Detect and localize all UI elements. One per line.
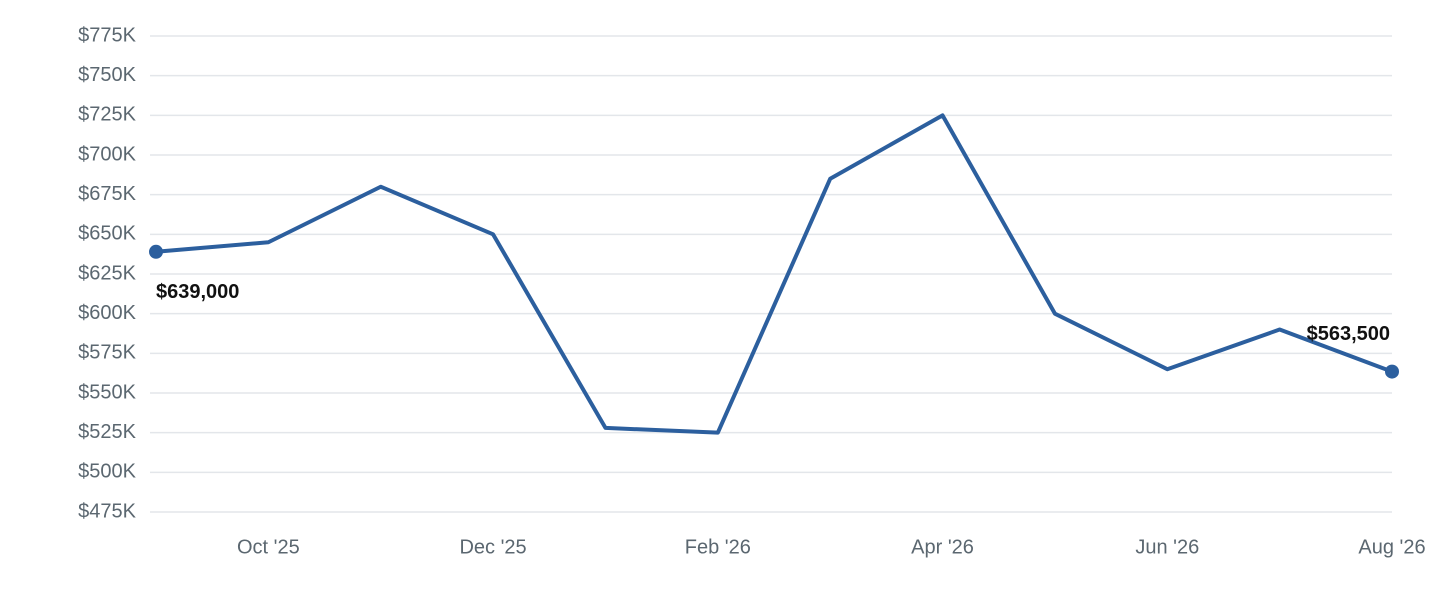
data-line xyxy=(155,113,1393,435)
y-tick-label: $525K xyxy=(78,421,136,443)
y-tick-label: $725K xyxy=(78,104,136,126)
x-tick-label: Jun '26 xyxy=(1135,536,1199,558)
x-tick-label: Apr '26 xyxy=(911,536,974,558)
value-label: $563,500 xyxy=(1307,323,1390,345)
value-label: $639,000 xyxy=(156,281,239,303)
x-tick-label: Aug '26 xyxy=(1358,536,1425,558)
y-tick-label: $750K xyxy=(78,64,136,86)
x-tick-label: Oct '25 xyxy=(237,536,300,558)
x-tick-label: Feb '26 xyxy=(685,536,751,558)
end-point xyxy=(149,244,163,259)
y-tick-label: $575K xyxy=(78,342,136,364)
y-tick-label: $650K xyxy=(78,223,136,245)
y-tick-label: $675K xyxy=(78,183,136,205)
y-tick-label: $550K xyxy=(78,381,136,403)
y-tick-label: $500K xyxy=(78,461,136,483)
y-tick-label: $775K xyxy=(78,24,136,46)
y-tick-label: $700K xyxy=(78,143,136,165)
y-tick-label: $600K xyxy=(78,302,136,324)
y-tick-label: $625K xyxy=(78,262,136,284)
x-tick-label: Dec '25 xyxy=(459,536,526,558)
y-tick-label: $475K xyxy=(78,500,136,522)
end-point xyxy=(1385,364,1399,379)
